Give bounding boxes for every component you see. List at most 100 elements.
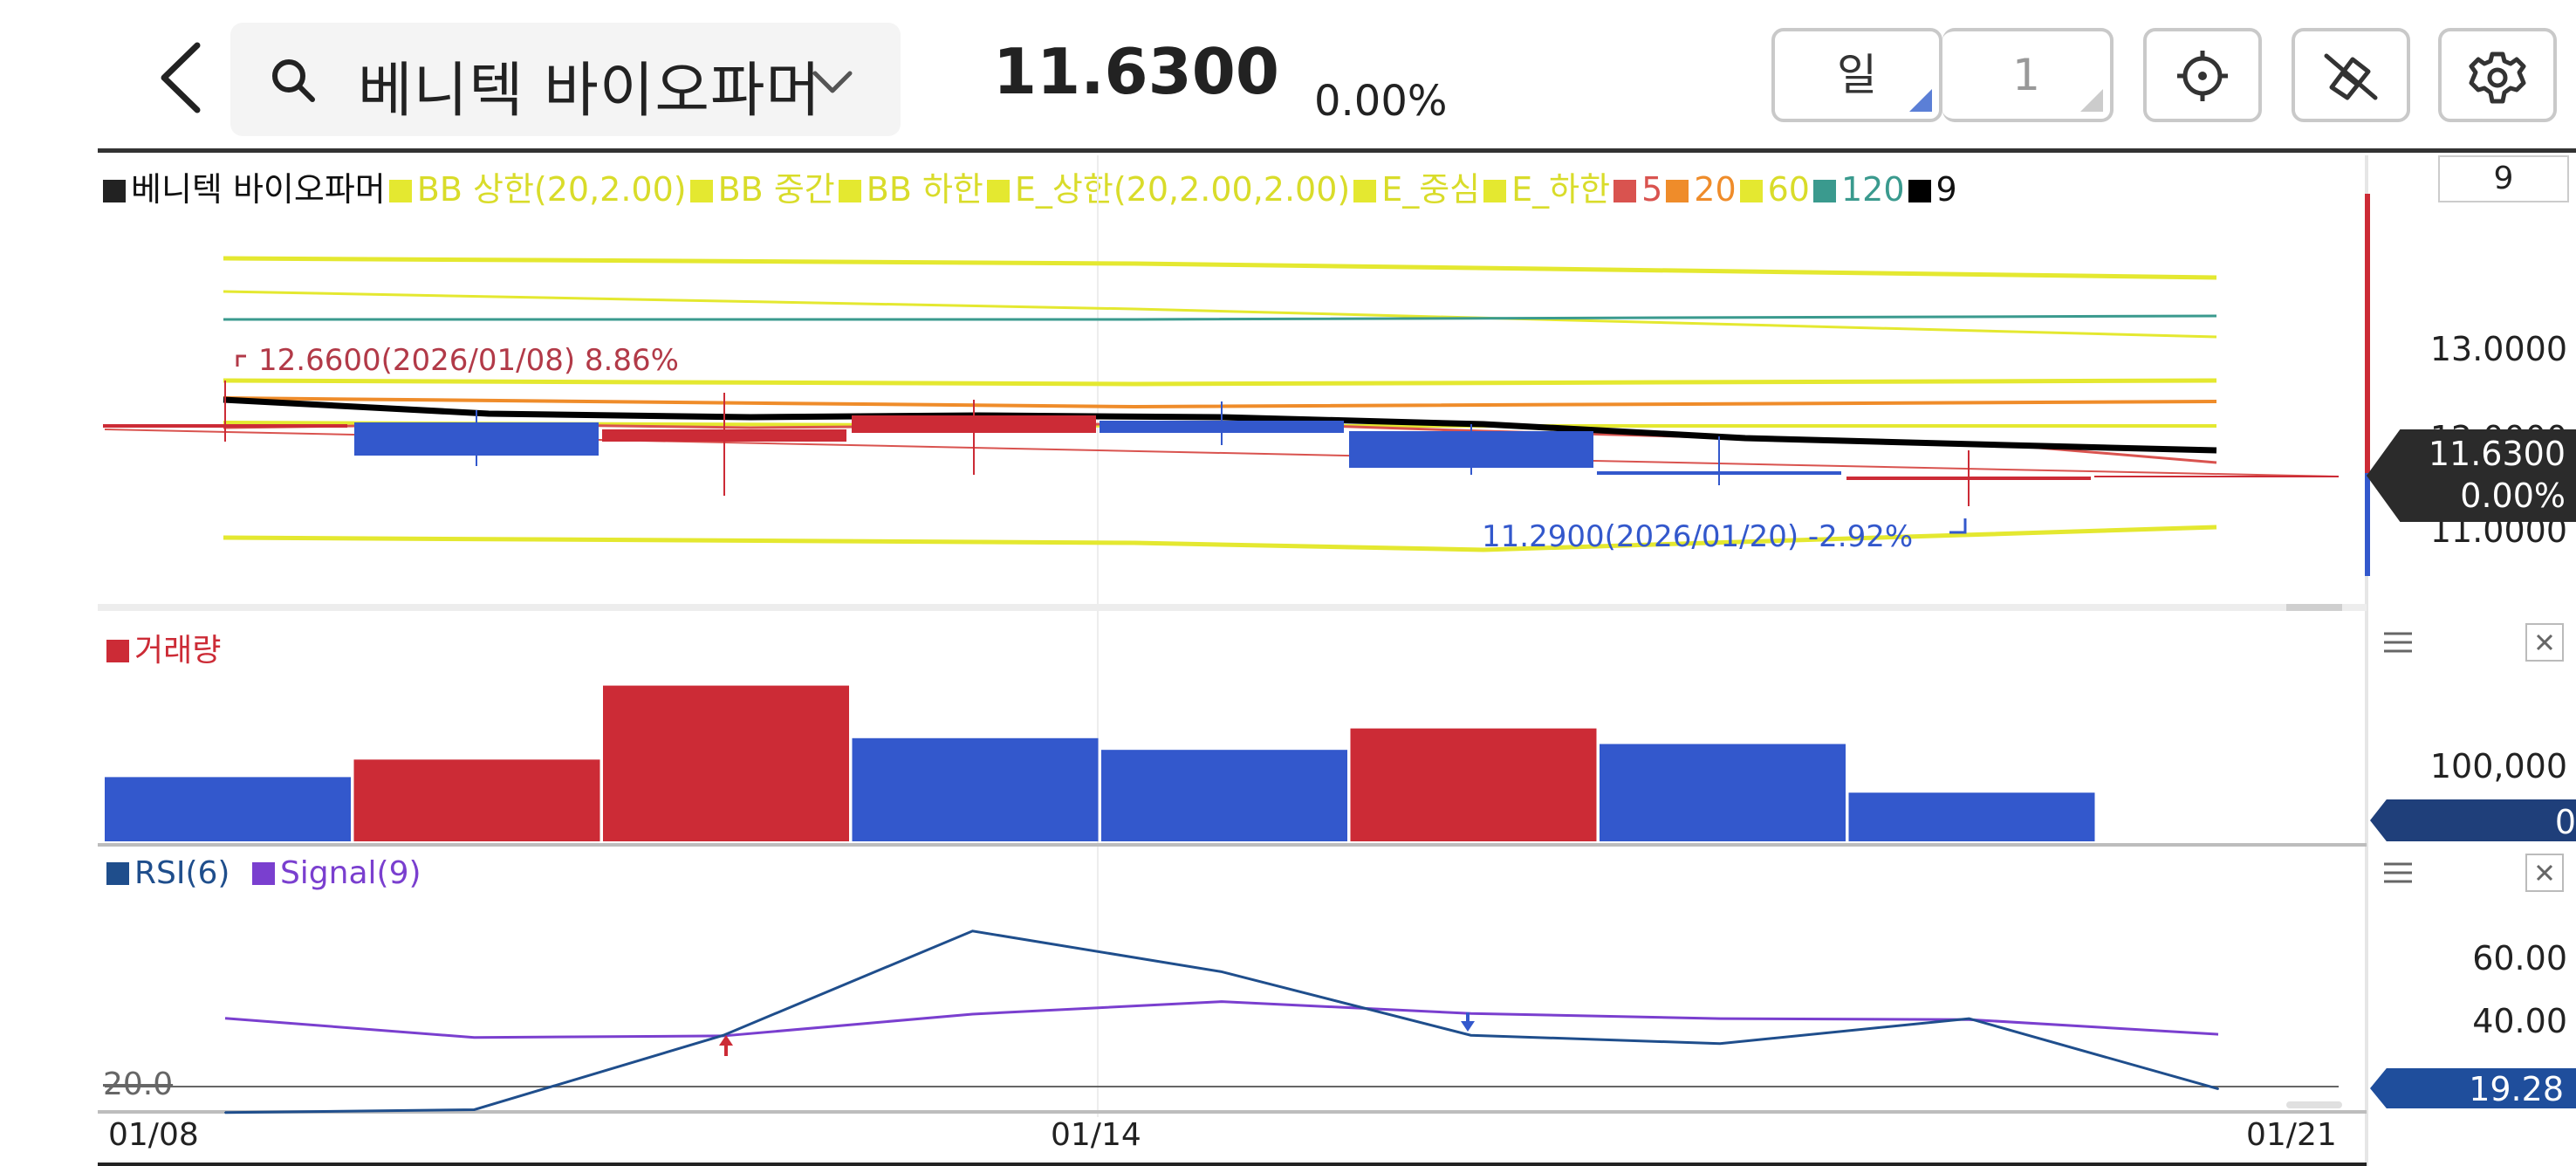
legend-item: BB 하한 [838, 162, 983, 210]
legend-label: E_상한(20,2.00,2.00) [1014, 170, 1351, 209]
legend-label: 20 [1694, 170, 1737, 209]
volume-panel [105, 685, 2095, 841]
header: 베니텍 바이오파머 11.6300 0.00% 일 1 [0, 0, 2576, 147]
legend-item: E_하한 [1483, 162, 1610, 210]
legend-swatch [1908, 180, 1931, 202]
legend-item: 60 [1739, 170, 1810, 209]
settings-button[interactable] [2438, 28, 2557, 122]
rsi-point [1470, 1034, 1472, 1037]
rsi-axis-label: 60.00 [2472, 939, 2567, 977]
header-divider [98, 148, 2576, 153]
rsi-reference-label: 20.0 [103, 1067, 174, 1102]
rsi-badge-value: 19.28 [2469, 1070, 2564, 1108]
legend-swatch [1353, 180, 1377, 202]
rsi-legend-swatch [106, 862, 129, 885]
period-type-label: 일 [1837, 50, 1877, 100]
legend-item: 베니텍 바이오파머 [103, 162, 386, 210]
sell-signal-arrow-icon [1461, 1021, 1475, 1032]
envelope-upper-line [223, 290, 2217, 339]
current-price: 11.6300 [993, 35, 1279, 108]
stock-search-box[interactable]: 베니텍 바이오파머 [230, 23, 901, 136]
high-marker-icon [236, 354, 246, 367]
period-type-button[interactable]: 일 [1771, 28, 1942, 122]
drawing-toggle-button[interactable] [2292, 28, 2410, 122]
price-panel: 12.6600(2026/01/08) 8.86% 11.2900(2026/01… [103, 194, 2370, 576]
signal-legend-swatch [251, 862, 275, 885]
menu-icon[interactable] [2382, 861, 2414, 885]
price-indicator-box[interactable]: 9 [2438, 155, 2569, 202]
candle-body [602, 429, 846, 442]
draw-off-icon [2324, 53, 2378, 100]
legend-item: E_상한(20,2.00,2.00) [986, 162, 1351, 210]
panel-resize-handle[interactable] [2286, 1101, 2342, 1108]
search-icon [269, 56, 318, 105]
high-price-annotation: 12.6600(2026/01/08) 8.86% [258, 343, 679, 378]
panel-resize-handle[interactable] [2286, 604, 2342, 611]
date-axis-label: 01/14 [1051, 1117, 1141, 1153]
legend-label: BB 하한 [866, 170, 983, 209]
legend-item: E_중심 [1353, 162, 1480, 210]
close-icon[interactable] [2525, 623, 2564, 662]
legend-label: 베니텍 바이오파머 [131, 170, 386, 209]
current-price-badge-rate: 0.00% [2460, 477, 2566, 515]
candle-body [1349, 431, 1593, 468]
low-marker-icon [1949, 518, 1967, 534]
rsi-point [473, 1108, 476, 1111]
bollinger-upper-line [223, 256, 2217, 280]
legend-label: E_중심 [1381, 170, 1481, 209]
rsi-axis-label: 40.00 [2472, 1002, 2567, 1040]
sell-signal-arrow-icon [1466, 1012, 1470, 1023]
change-rate: 0.00% [1314, 77, 1448, 126]
crosshair-button[interactable] [2143, 28, 2262, 122]
rsi-point [1719, 1042, 1721, 1045]
legend-label: 60 [1767, 170, 1810, 209]
legend-swatch [1613, 180, 1637, 202]
legend-label: 9 [1935, 170, 1957, 209]
legend-label: E_하한 [1511, 170, 1611, 209]
volume-bar [1350, 728, 1597, 841]
close-icon[interactable] [2525, 854, 2564, 892]
candle-body [1100, 421, 1344, 433]
rsi-point [1221, 971, 1223, 973]
legend-swatch [1739, 180, 1763, 202]
legend-label: BB 상한(20,2.00) [416, 170, 687, 209]
price-range-bar-down [2365, 473, 2370, 576]
rsi-point [2217, 1087, 2219, 1090]
candle-body [852, 415, 1096, 433]
back-icon[interactable] [154, 38, 209, 117]
volume-bar [1101, 750, 1347, 841]
legend-label: BB 중간 [717, 170, 835, 209]
candle-body [1597, 471, 1841, 475]
legend-item: 9 [1908, 170, 1957, 209]
volume-axis-label: 100,000 [2429, 747, 2567, 785]
rsi-line [224, 929, 2219, 1115]
current-price-badge-price: 11.6300 [2428, 435, 2566, 473]
legend-item: 20 [1666, 170, 1737, 209]
signal-line [224, 1000, 2219, 1039]
buy-signal-arrow-icon [724, 1044, 728, 1056]
indicator-legend: 베니텍 바이오파머 BB 상한(20,2.00) BB 중간 BB 하한 E_상한(20… [103, 162, 1961, 209]
legend-swatch [1666, 180, 1689, 202]
volume-title-text: 거래량 [134, 633, 222, 669]
candle-body [1846, 477, 2091, 480]
period-value-label: 1 [2012, 50, 2040, 100]
legend-item: BB 상한(20,2.00) [388, 162, 687, 210]
ma20-line [223, 396, 2217, 409]
legend-swatch [838, 180, 861, 202]
menu-icon[interactable] [2382, 630, 2414, 655]
chevron-down-icon[interactable] [810, 65, 855, 99]
bollinger-middle-line [223, 378, 2217, 387]
signal-title-text: Signal(9) [279, 855, 421, 891]
dropdown-corner-icon [2080, 89, 2103, 112]
candle-body [103, 424, 347, 428]
rsi-title-text: RSI(6) [134, 855, 230, 891]
volume-bar [603, 685, 849, 841]
panel-divider[interactable] [98, 604, 2367, 611]
legend-item: BB 중간 [689, 162, 835, 210]
price-indicator-value: 9 [2493, 161, 2514, 196]
candle-body [354, 422, 599, 456]
period-value-button[interactable]: 1 [1942, 28, 2114, 122]
price-range-bar-up [2365, 194, 2370, 473]
legend-label: 120 [1840, 170, 1905, 209]
